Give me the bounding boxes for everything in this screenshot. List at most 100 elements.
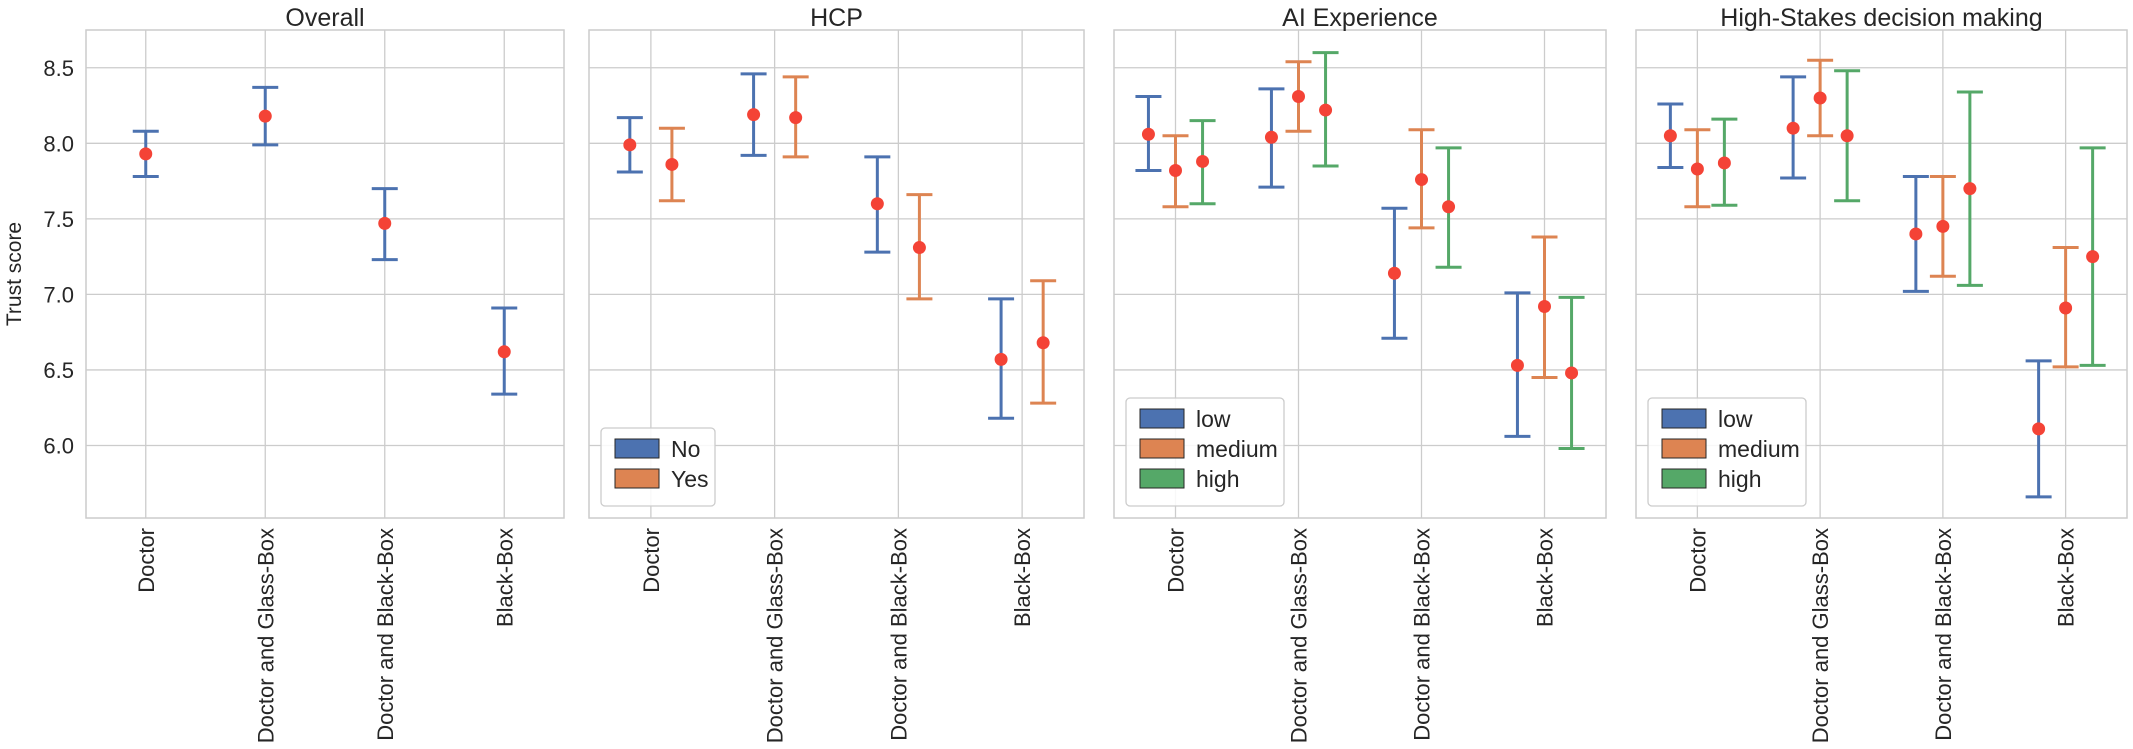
legend: low medium high (1125, 397, 1285, 507)
mean-point (1963, 182, 1977, 196)
series-overall (132, 85, 518, 396)
subplot-4: High-Stakes decision making Doctor Doctor … (1635, 4, 2128, 743)
mean-point (497, 345, 511, 359)
y-tick-label: 6.5 (43, 358, 74, 383)
legend-label: high (1196, 466, 1239, 492)
y-tick-label: 8.0 (43, 131, 74, 156)
mean-point (1319, 103, 1333, 117)
axes-frame (85, 29, 565, 519)
mean-point (1141, 127, 1155, 141)
x-tick-label: Doctor and Glass-Box (253, 528, 278, 743)
subplot-title: High-Stakes decision making (1720, 4, 2042, 32)
legend-label: medium (1196, 436, 1278, 462)
mean-point (1717, 156, 1731, 170)
x-tick-label: Black-Box (1010, 528, 1035, 627)
y-tick-label: 8.5 (43, 56, 74, 81)
legend-label: low (1196, 406, 1231, 432)
x-tick-label: Doctor and Black-Box (1931, 528, 1956, 741)
legend: No Yes (600, 427, 716, 507)
legend-swatch (1661, 438, 1707, 459)
mean-point (1690, 162, 1704, 176)
mean-point (1196, 154, 1210, 168)
series-high (1711, 69, 2106, 367)
mean-point (2032, 422, 2046, 436)
x-tick-label: Doctor (1164, 528, 1189, 593)
mean-point (258, 109, 272, 123)
series-high (1189, 51, 1585, 451)
mean-point (1909, 227, 1923, 241)
mean-point (912, 241, 926, 255)
x-tick-label: Doctor and Black-Box (1410, 528, 1435, 741)
subplot-title: AI Experience (1282, 4, 1438, 32)
mean-point (1565, 366, 1579, 380)
subplot-title: Overall (285, 4, 364, 32)
mean-point (665, 157, 679, 171)
y-axis-label: Trust score (3, 222, 26, 326)
legend-label: low (1718, 406, 1753, 432)
legend-swatch (1661, 468, 1707, 489)
legend-label: medium (1718, 436, 1800, 462)
mean-point (1538, 299, 1551, 313)
legend-swatch (1139, 438, 1185, 459)
y-tick-label: 7.5 (43, 207, 74, 232)
legend: low medium high (1647, 397, 1807, 507)
x-tick-label: Doctor and Glass-Box (763, 528, 788, 743)
y-tick-label: 7.0 (43, 282, 74, 307)
x-tick-label: Black-Box (492, 528, 517, 627)
subplot-3: AI Experience Doctor Doctor and Glass-Box D… (1113, 4, 1607, 743)
x-tick-label: Doctor and Black-Box (886, 528, 911, 741)
x-tick-label: Doctor (1685, 528, 1710, 593)
axes-frame (1635, 29, 2128, 519)
legend-swatch (614, 438, 660, 459)
legend-swatch (1139, 468, 1185, 489)
series-low (1657, 75, 2052, 499)
legend-swatch (614, 468, 660, 489)
mean-point (1264, 130, 1278, 144)
mean-point (139, 147, 153, 161)
mean-point (2059, 301, 2073, 315)
series-Yes (658, 75, 1057, 405)
mean-point (623, 138, 637, 152)
subplot-2: HCP Doctor Doctor and Glass-Box Doctor and … (588, 4, 1085, 743)
subplot-title: HCP (810, 4, 863, 32)
mean-point (2086, 250, 2100, 264)
series-low (1135, 87, 1531, 438)
x-tick-label: Doctor and Glass-Box (1287, 528, 1312, 743)
mean-point (378, 216, 392, 230)
mean-point (994, 352, 1008, 366)
mean-point (1036, 336, 1050, 350)
y-tick-label: 6.0 (43, 433, 74, 458)
x-tick-label: Doctor (639, 528, 664, 593)
x-tick-label: Doctor and Glass-Box (1808, 528, 1833, 743)
mean-point (1813, 91, 1827, 105)
legend-label: Yes (671, 466, 709, 492)
mean-point (747, 108, 761, 122)
legend-label: high (1718, 466, 1761, 492)
mean-point (870, 197, 884, 211)
mean-point (1415, 173, 1428, 187)
mean-point (1936, 219, 1950, 233)
mean-point (1169, 164, 1182, 178)
mean-point (1510, 358, 1524, 372)
legend-swatch (1661, 408, 1707, 429)
mean-point (1840, 129, 1854, 143)
x-tick-label: Doctor and Black-Box (373, 528, 398, 741)
legend-swatch (1139, 408, 1185, 429)
mean-point (1663, 129, 1677, 143)
series-No (616, 72, 1015, 420)
x-tick-label: Doctor (134, 528, 159, 593)
mean-point (1387, 266, 1401, 280)
axes-frame (588, 29, 1085, 519)
subplot-1: Overall 6.0 6.5 7.0 7.5 8.0 8.5 Trust score Doct… (3, 4, 565, 743)
series-medium (1162, 60, 1558, 379)
mean-point (1292, 89, 1305, 103)
legend-label: No (671, 436, 700, 462)
x-tick-label: Black-Box (2054, 528, 2079, 627)
mean-point (789, 111, 803, 125)
axes-frame (1113, 29, 1607, 519)
mean-point (1786, 121, 1800, 135)
mean-point (1442, 200, 1456, 214)
x-tick-label: Black-Box (1533, 528, 1558, 627)
series-medium (1684, 58, 2079, 369)
